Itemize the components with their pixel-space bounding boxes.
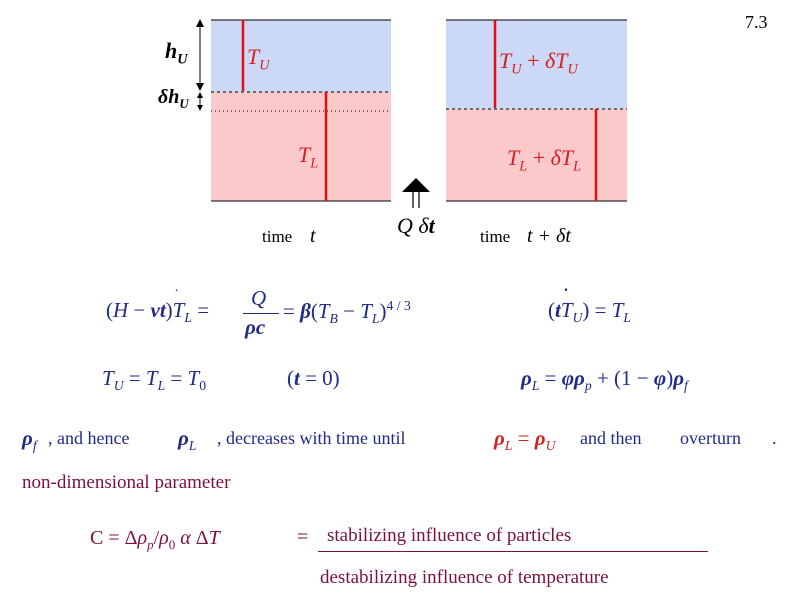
two-layer-diagram <box>196 19 627 208</box>
param-denominator: destabilizing influence of temperature <box>320 567 609 588</box>
right-time-var: t + δt <box>527 225 571 247</box>
left-lower-label: TL <box>298 142 319 172</box>
param-numerator: stabilizing influence of particles <box>327 525 572 546</box>
right-lower-label: TL + δTL <box>507 145 582 175</box>
sentence-end: . <box>772 428 777 448</box>
right-time-caption: time <box>480 227 511 246</box>
heat-label: Q δt <box>397 213 435 238</box>
eq3: TU = TL = T0 <box>102 366 207 394</box>
sentence-part3: and then <box>580 428 642 448</box>
sentence-part1: , and hence <box>48 428 130 448</box>
sentence-condition: ρL = ρU <box>494 426 556 454</box>
hU-label: hU <box>165 38 188 68</box>
param-heading: non-dimensional parameter <box>22 472 231 493</box>
left-time-var: t <box>310 225 316 247</box>
eq1-den: ρc <box>245 315 266 339</box>
left-upper-layer <box>211 20 391 92</box>
left-time-caption: time <box>262 227 293 246</box>
right-upper-label: TU + δTU <box>499 48 578 78</box>
left-upper-label: TU <box>247 44 270 74</box>
heat-arrow-head <box>402 178 430 192</box>
sentence-part2: , decreases with time until <box>217 428 406 448</box>
sentence-rho-L: ρL <box>178 426 197 454</box>
eq1-fraction-bar <box>243 313 279 314</box>
eq2: (tT · U) = TL <box>548 282 632 326</box>
param-definition: C = Δρp/ρ0 α ΔT <box>90 527 220 552</box>
eq3-condition: (t = 0) <box>287 366 340 390</box>
dhU-label: δhU <box>158 86 189 111</box>
slide-number: 7.3 <box>745 12 768 32</box>
eq1-num: Q <box>251 286 267 310</box>
eq4: ρL = φρp + (1 − φ)ρf <box>521 366 688 394</box>
param-fraction-bar <box>318 551 708 552</box>
sentence-part4: overturn <box>680 428 741 448</box>
param-equals: = <box>297 526 309 548</box>
sentence-rho-f: ρf <box>22 426 37 454</box>
left-lower-layer <box>211 92 391 201</box>
right-upper-layer <box>446 20 627 109</box>
eq1-left: (H − vt)T · L = <box>106 284 210 326</box>
eq1-right: = β(TB − TL)4 / 3 <box>283 298 411 327</box>
